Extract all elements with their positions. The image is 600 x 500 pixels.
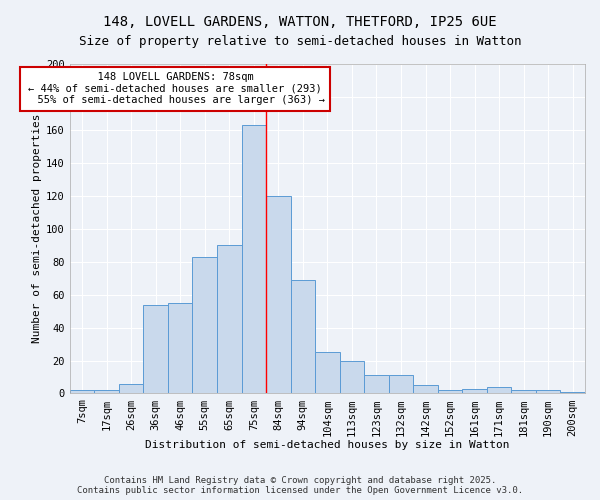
Bar	[168, 303, 193, 394]
Bar	[487, 387, 511, 394]
Bar	[266, 196, 290, 394]
Text: 148 LOVELL GARDENS: 78sqm  
← 44% of semi-detached houses are smaller (293)
  55: 148 LOVELL GARDENS: 78sqm ← 44% of semi-…	[25, 72, 325, 106]
Bar	[511, 390, 536, 394]
Bar	[143, 304, 168, 394]
Text: Size of property relative to semi-detached houses in Watton: Size of property relative to semi-detach…	[79, 35, 521, 48]
Bar	[463, 388, 487, 394]
Bar	[536, 390, 560, 394]
Bar	[193, 256, 217, 394]
X-axis label: Distribution of semi-detached houses by size in Watton: Distribution of semi-detached houses by …	[145, 440, 509, 450]
Bar	[413, 385, 438, 394]
Bar	[389, 376, 413, 394]
Bar	[217, 245, 242, 394]
Text: 148, LOVELL GARDENS, WATTON, THETFORD, IP25 6UE: 148, LOVELL GARDENS, WATTON, THETFORD, I…	[103, 15, 497, 29]
Bar	[242, 125, 266, 394]
Bar	[340, 360, 364, 394]
Bar	[560, 392, 585, 394]
Bar	[119, 384, 143, 394]
Bar	[290, 280, 315, 394]
Text: Contains HM Land Registry data © Crown copyright and database right 2025.
Contai: Contains HM Land Registry data © Crown c…	[77, 476, 523, 495]
Bar	[364, 376, 389, 394]
Bar	[94, 390, 119, 394]
Y-axis label: Number of semi-detached properties: Number of semi-detached properties	[32, 114, 42, 344]
Bar	[315, 352, 340, 394]
Bar	[70, 390, 94, 394]
Bar	[438, 390, 463, 394]
